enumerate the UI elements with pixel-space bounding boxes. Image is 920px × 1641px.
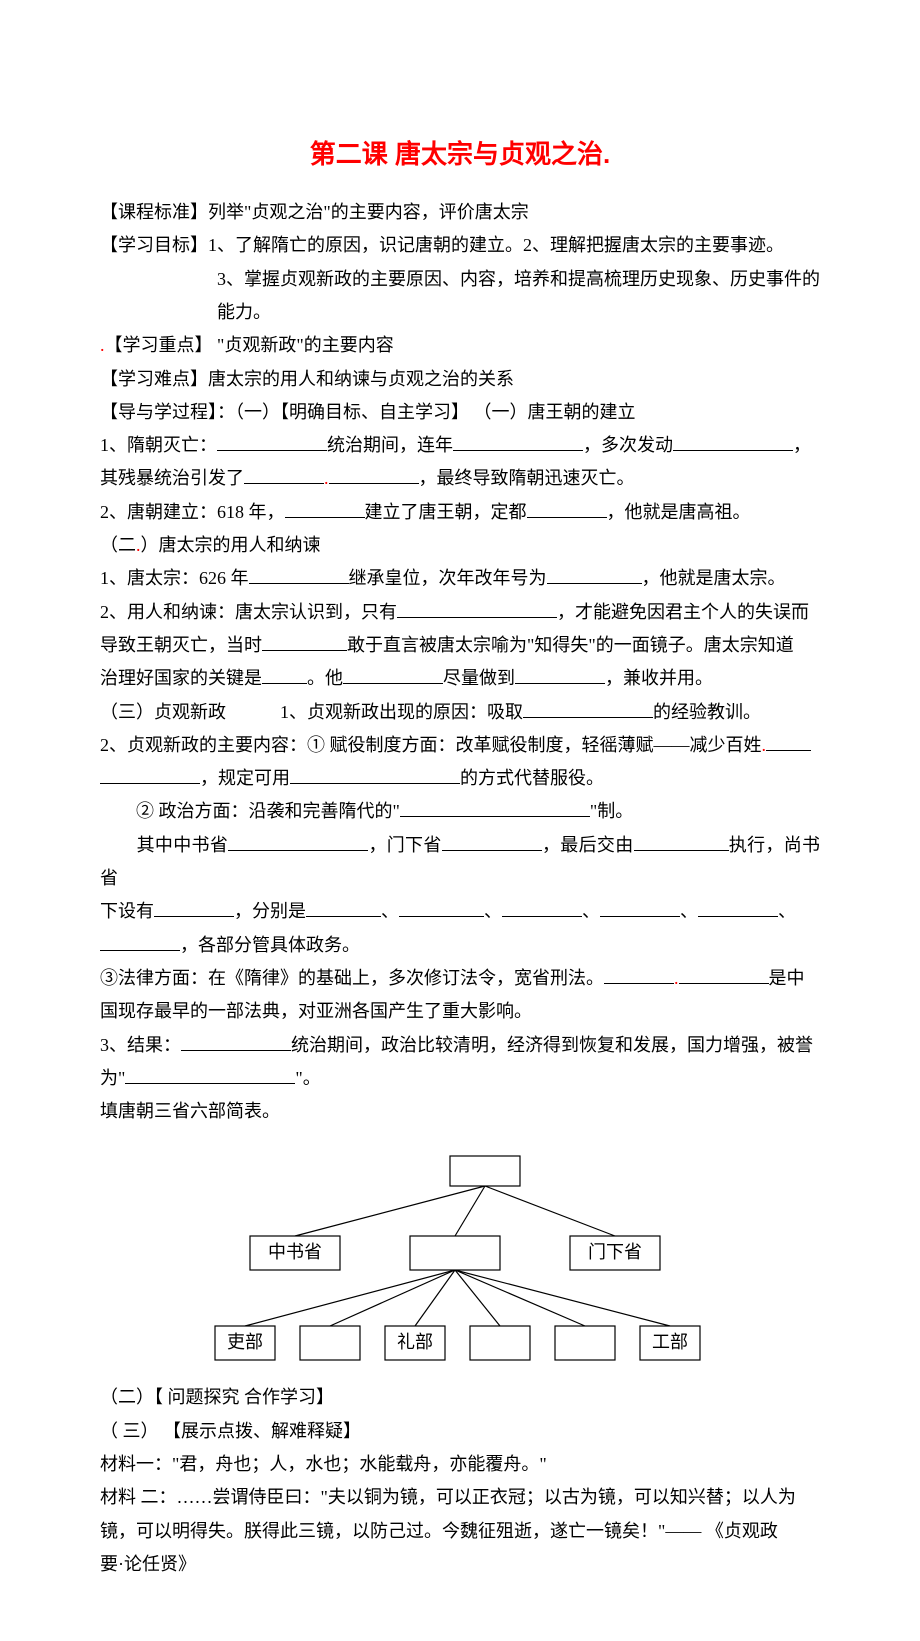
- fill-line-17: 3、结果：统治期间，政治比较清明，经济得到恢复和发展，国力增强，被誉: [100, 1029, 820, 1062]
- material-2b: 镜，可以明得失。朕得此三镜，以防己过。今魏征殂逝，遂亡一镜矣！"—— 《贞观政: [100, 1515, 820, 1548]
- blank-field[interactable]: [306, 898, 381, 917]
- blank-field[interactable]: [766, 732, 811, 751]
- blank-field[interactable]: [290, 765, 460, 784]
- blank-field[interactable]: [634, 832, 729, 851]
- blank-field[interactable]: [249, 565, 349, 584]
- learning-goal-3: 3、掌握贞观新政的主要原因、内容，培养和提高梳理历史现象、历史事件的能力。: [100, 263, 820, 330]
- fill-line-14: ，各部分管具体政务。: [100, 929, 820, 962]
- section-q3: （ 三） 【展示点拨、解难释疑】: [100, 1415, 820, 1448]
- blank-field[interactable]: [515, 665, 605, 684]
- learning-goal-1: 【学习目标】1、了解隋亡的原因，识记唐朝的建立。2、理解把握唐太宗的主要事迹。: [100, 229, 820, 262]
- fill-line-4: 1、唐太宗：626 年继承皇位，次年改年号为，他就是唐太宗。: [100, 562, 820, 595]
- material-2a: 材料 二：……尝谓侍臣曰："夫以铜为镜，可以正衣冠；以古为镜，可以知兴替；以人为: [100, 1481, 820, 1514]
- learning-difficulty: 【学习难点】唐太宗的用人和纳谏与贞观之治的关系: [100, 363, 820, 396]
- guide-heading: 【导与学过程】：（一）【明确目标、自主学习】 （一）唐王朝的建立: [100, 396, 820, 429]
- blank-field[interactable]: [217, 432, 327, 451]
- blank-field[interactable]: [343, 665, 443, 684]
- blank-field[interactable]: [397, 599, 557, 618]
- svg-text:门下省: 门下省: [588, 1243, 642, 1263]
- fill-line-18: 为""。: [100, 1062, 820, 1095]
- decorative-dot-icon: .: [603, 139, 610, 169]
- fill-line-2: 其残暴统治引发了.，最终导致隋朝迅速灭亡。: [100, 462, 820, 495]
- document-page: 第二课 唐太宗与贞观之治. 【课程标准】列举"贞观之治"的主要内容，评价唐太宗 …: [0, 0, 920, 1641]
- fill-line-10: ，规定可用的方式代替服役。: [100, 762, 820, 795]
- blank-field[interactable]: [442, 832, 542, 851]
- blank-field[interactable]: [600, 898, 680, 917]
- fill-line-9: 2、贞观新政的主要内容：① 赋役制度方面：改革赋役制度，轻徭薄赋——减少百姓.: [100, 729, 820, 762]
- material-1: 材料一："君，舟也；人，水也；水能载舟，亦能覆舟。": [100, 1448, 820, 1481]
- section-heading-2: （二.（二）唐太宗的用人和纳谏）唐太宗的用人和纳谏: [100, 529, 820, 562]
- blank-field[interactable]: [679, 965, 769, 984]
- blank-field[interactable]: [698, 898, 778, 917]
- blank-field[interactable]: [673, 432, 793, 451]
- blank-field[interactable]: [527, 499, 607, 518]
- fill-line-11: ② 政治方面：沿袭和完善隋代的""制。: [100, 795, 820, 828]
- section-q2: （二）【 问题探究 合作学习】: [100, 1381, 820, 1414]
- fill-line-3: 2、唐朝建立：618 年，建立了唐王朝，定都，他就是唐高祖。: [100, 496, 820, 529]
- fill-line-13: 下设有，分别是、、、、、: [100, 895, 820, 928]
- material-2c: 要·论任贤》: [100, 1548, 820, 1581]
- svg-text:吏部: 吏部: [227, 1333, 263, 1353]
- blank-field[interactable]: [262, 632, 347, 651]
- blank-field[interactable]: [502, 898, 582, 917]
- blank-field[interactable]: [125, 1065, 295, 1084]
- fill-line-15: ③法律方面：在《隋律》的基础上，多次修订法令，宽省刑法。.是中: [100, 962, 820, 995]
- learning-keypoint: .【学习重点】 "贞观新政"的主要内容: [100, 329, 820, 362]
- blank-field[interactable]: [228, 832, 368, 851]
- blank-field[interactable]: [453, 432, 583, 451]
- diagram-instruction: 填唐朝三省六部简表。: [100, 1095, 820, 1128]
- blank-field[interactable]: [400, 798, 590, 817]
- text-line-16: 国现存最早的一部法典，对亚洲各国产生了重大影响。: [100, 995, 820, 1028]
- blank-field[interactable]: [154, 898, 234, 917]
- page-title: 第二课 唐太宗与贞观之治.: [100, 130, 820, 178]
- blank-field[interactable]: [604, 965, 674, 984]
- course-standard: 【课程标准】列举"贞观之治"的主要内容，评价唐太宗: [100, 196, 820, 229]
- fill-line-7: 治理好国家的关键是。他尽量做到，兼收并用。: [100, 662, 820, 695]
- svg-text:中书省: 中书省: [268, 1243, 322, 1263]
- fill-line-1: 1、隋朝灭亡：统治期间，连年，多次发动，: [100, 429, 820, 462]
- svg-text:工部: 工部: [652, 1333, 688, 1353]
- svg-text:礼部: 礼部: [397, 1333, 433, 1353]
- blank-field[interactable]: [262, 665, 307, 684]
- org-chart-diagram: 中书省 门下省吏部 礼部 工部: [190, 1136, 730, 1371]
- blank-field[interactable]: [329, 465, 419, 484]
- blank-field[interactable]: [100, 765, 200, 784]
- fill-line-6: 导致王朝灭亡，当时敢于直言被唐太宗喻为"知得失"的一面镜子。唐太宗知道: [100, 629, 820, 662]
- blank-field[interactable]: [285, 499, 365, 518]
- blank-field[interactable]: [100, 932, 180, 951]
- fill-line-12: 其中中书省，门下省，最后交由执行，尚书省: [100, 829, 820, 896]
- decorative-dot-icon: .: [136, 535, 141, 555]
- blank-field[interactable]: [547, 565, 642, 584]
- blank-field[interactable]: [523, 699, 653, 718]
- blank-field[interactable]: [244, 465, 324, 484]
- fill-line-8: （三）贞观新政 1、贞观新政出现的原因：吸取的经验教训。: [100, 696, 820, 729]
- blank-field[interactable]: [399, 898, 484, 917]
- fill-line-5: 2、用人和纳谏：唐太宗认识到，只有，才能避免因君主个人的失误而: [100, 596, 820, 629]
- blank-field[interactable]: [181, 1032, 291, 1051]
